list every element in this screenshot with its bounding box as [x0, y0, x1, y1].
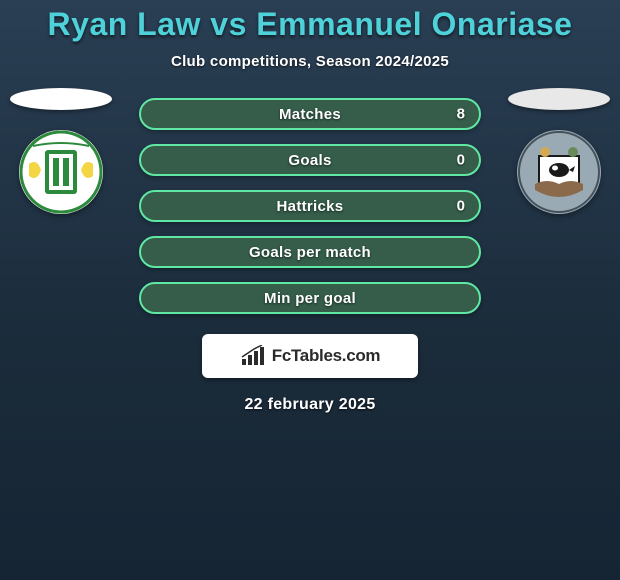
- page-title: Ryan Law vs Emmanuel Onariase: [48, 6, 573, 43]
- stat-label: Matches: [279, 106, 341, 123]
- stat-label: Goals: [288, 152, 331, 169]
- stat-label: Hattricks: [277, 198, 344, 215]
- brand-text: FcTables.com: [272, 346, 381, 366]
- stat-bar-goals: Goals 0: [139, 144, 481, 176]
- yeovil-crest-icon: [19, 130, 103, 214]
- right-player-oval: [508, 88, 610, 110]
- stat-bar-goals-per-match: Goals per match: [139, 236, 481, 268]
- stat-value-right: 8: [457, 106, 465, 123]
- main-row: Matches 8 Goals 0 Hattricks 0 Goals per …: [0, 98, 620, 314]
- left-player-oval: [10, 88, 112, 110]
- stat-label: Min per goal: [264, 290, 356, 307]
- left-team-crest: [19, 130, 103, 214]
- right-team-crest: [517, 130, 601, 214]
- comparison-card: Ryan Law vs Emmanuel Onariase Club compe…: [0, 0, 620, 414]
- stat-value-right: 0: [457, 198, 465, 215]
- notts-crest-icon: [517, 130, 601, 214]
- page-subtitle: Club competitions, Season 2024/2025: [171, 53, 449, 70]
- stat-bar-hattricks: Hattricks 0: [139, 190, 481, 222]
- stat-value-right: 0: [457, 152, 465, 169]
- brand-link[interactable]: FcTables.com: [202, 334, 418, 378]
- stats-column: Matches 8 Goals 0 Hattricks 0 Goals per …: [139, 98, 481, 314]
- chart-icon: [240, 345, 266, 367]
- left-player-col: [10, 88, 112, 214]
- stat-label: Goals per match: [249, 244, 371, 261]
- footer-date: 22 february 2025: [244, 396, 375, 414]
- stat-bar-matches: Matches 8: [139, 98, 481, 130]
- right-player-col: [508, 88, 610, 214]
- stat-bar-min-per-goal: Min per goal: [139, 282, 481, 314]
